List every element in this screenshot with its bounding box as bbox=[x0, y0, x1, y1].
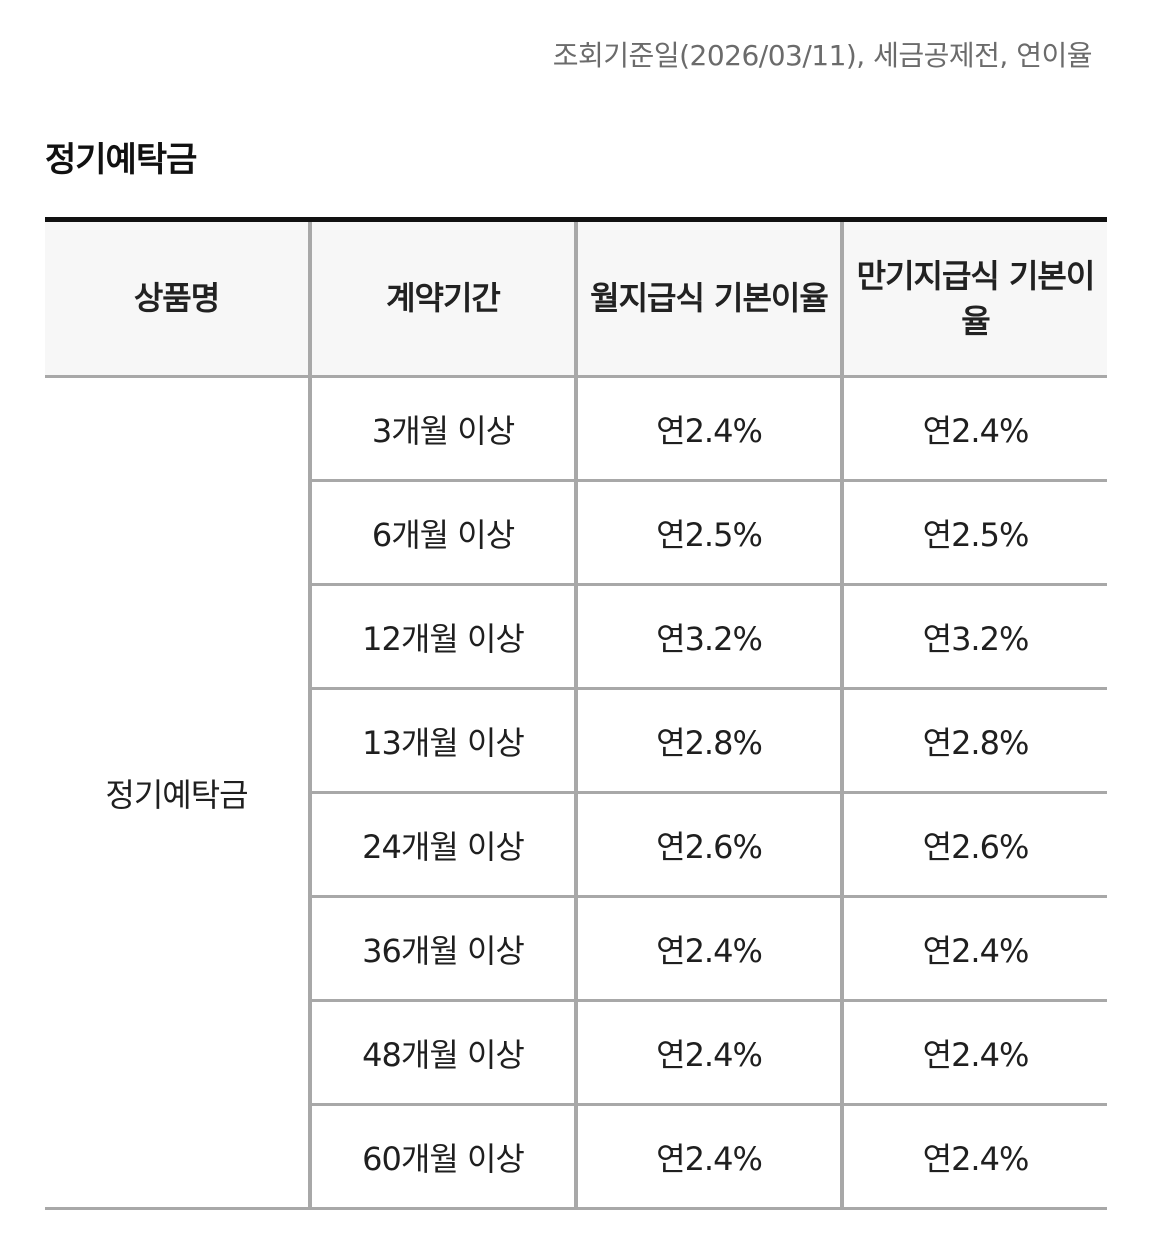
section-title: 정기예탁금 bbox=[45, 140, 197, 180]
period-cell: 12개월 이상 bbox=[308, 583, 576, 689]
table-row: 60개월 이상 연2.4% 연2.4% bbox=[45, 1103, 1107, 1209]
table-row: 13개월 이상 연2.8% 연2.8% bbox=[45, 687, 1107, 793]
table-row: 48개월 이상 연2.4% 연2.4% bbox=[45, 999, 1107, 1105]
table-row: 36개월 이상 연2.4% 연2.4% bbox=[45, 895, 1107, 1001]
maturity-rate-cell: 연2.8% bbox=[840, 687, 1107, 793]
table-row: 정기예탁금 3개월 이상 연2.4% 연2.4% bbox=[45, 376, 1107, 814]
product-name-cell: 정기예탁금 bbox=[105, 775, 248, 814]
maturity-rate-cell: 연3.2% bbox=[840, 583, 1107, 689]
maturity-rate-cell: 연2.6% bbox=[840, 791, 1107, 897]
maturity-rate-cell: 연2.4% bbox=[840, 1103, 1107, 1209]
maturity-rate-cell: 연2.4% bbox=[840, 376, 1107, 481]
period-cell: 24개월 이상 bbox=[308, 791, 576, 897]
header-maturity-rate: 만기지급식 기본이율 bbox=[840, 219, 1107, 378]
rate-notice: 조회기준일(2026/03/11), 세금공제전, 연이율 bbox=[552, 39, 1093, 72]
monthly-rate-cell: 연2.4% bbox=[574, 1103, 842, 1209]
monthly-rate-cell: 연2.5% bbox=[574, 479, 842, 585]
monthly-rate-cell: 연2.8% bbox=[574, 687, 842, 793]
maturity-rate-cell: 연2.4% bbox=[840, 999, 1107, 1105]
header-monthly-rate: 월지급식 기본이율 bbox=[574, 219, 842, 378]
period-cell: 36개월 이상 bbox=[308, 895, 576, 1001]
monthly-rate-cell: 연2.4% bbox=[574, 376, 842, 481]
period-cell: 48개월 이상 bbox=[308, 999, 576, 1105]
monthly-rate-cell: 연2.4% bbox=[574, 999, 842, 1105]
period-cell: 6개월 이상 bbox=[308, 479, 576, 585]
maturity-rate-cell: 연2.4% bbox=[840, 895, 1107, 1001]
period-cell: 13개월 이상 bbox=[308, 687, 576, 793]
table-header-row: 상품명 계약기간 월지급식 기본이율 만기지급식 기본이율 bbox=[45, 219, 1107, 378]
table-row: 6개월 이상 연2.5% 연2.5% bbox=[45, 479, 1107, 585]
period-cell: 3개월 이상 bbox=[308, 376, 576, 481]
monthly-rate-cell: 연2.4% bbox=[574, 895, 842, 1001]
header-product-name: 상품명 bbox=[45, 219, 310, 378]
table-row: 24개월 이상 연2.6% 연2.6% bbox=[45, 791, 1107, 897]
rate-table: 상품명 계약기간 월지급식 기본이율 만기지급식 기본이율 정기예탁금 3개월 … bbox=[45, 217, 1107, 1210]
monthly-rate-cell: 연2.6% bbox=[574, 791, 842, 897]
period-cell: 60개월 이상 bbox=[308, 1103, 576, 1209]
maturity-rate-cell: 연2.5% bbox=[840, 479, 1107, 585]
table-row: 12개월 이상 연3.2% 연3.2% bbox=[45, 583, 1107, 689]
header-contract-period: 계약기간 bbox=[308, 219, 576, 378]
monthly-rate-cell: 연3.2% bbox=[574, 583, 842, 689]
